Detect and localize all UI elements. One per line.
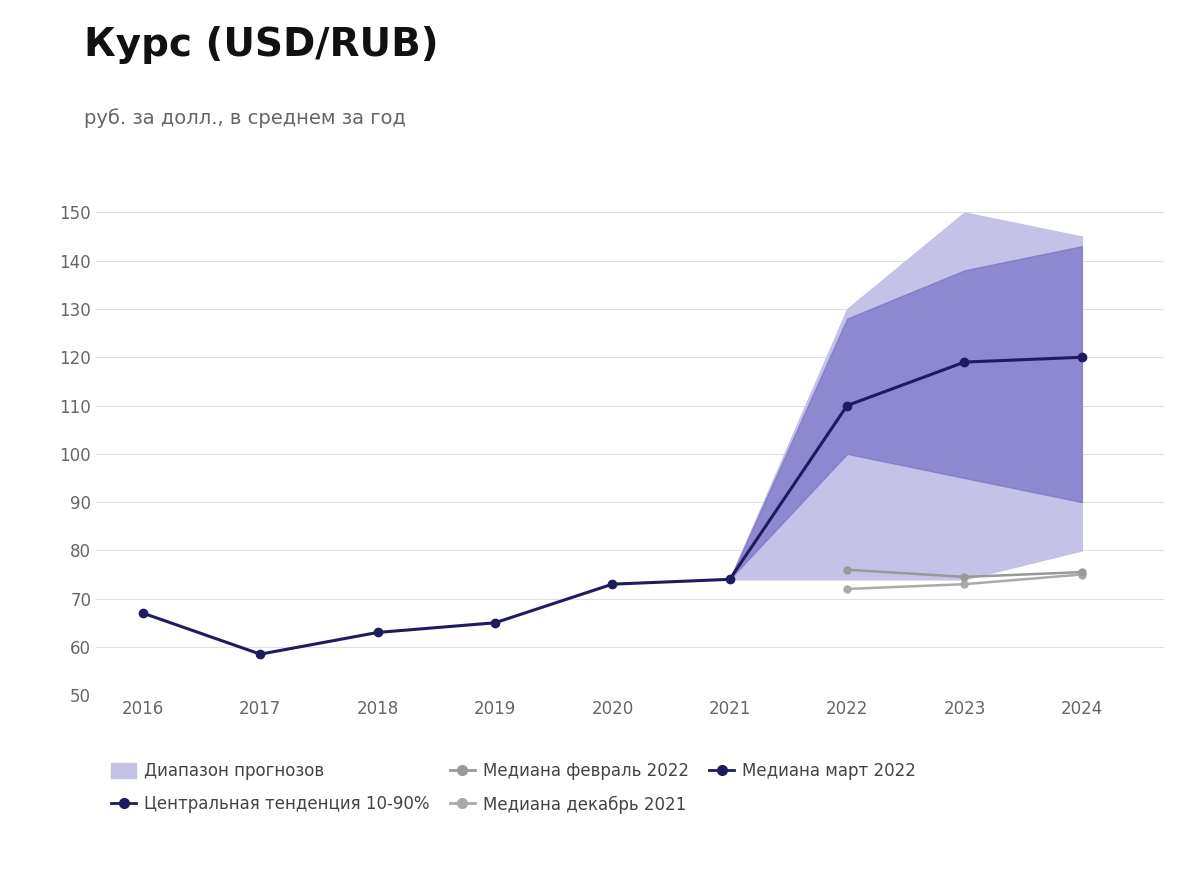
Text: руб. за долл., в среднем за год: руб. за долл., в среднем за год	[84, 109, 406, 129]
Text: Курс (USD/RUB): Курс (USD/RUB)	[84, 26, 439, 64]
Legend: Диапазон прогнозов, Центральная тенденция 10-90%, Медиана февраль 2022, Медиана : Диапазон прогнозов, Центральная тенденци…	[104, 756, 923, 820]
